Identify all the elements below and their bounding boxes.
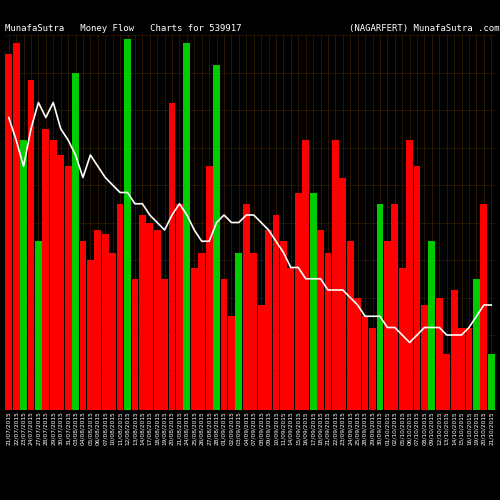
Bar — [451, 290, 458, 410]
Bar — [198, 252, 205, 410]
Bar — [116, 204, 123, 410]
Bar — [191, 268, 198, 410]
Bar — [272, 215, 280, 410]
Bar — [369, 328, 376, 410]
Bar — [421, 305, 428, 410]
Bar — [354, 298, 361, 410]
Bar — [184, 42, 190, 410]
Bar — [414, 166, 420, 410]
Bar — [302, 140, 309, 410]
Bar — [28, 80, 34, 410]
Text: MunafaSutra   Money Flow   Charts for 539917                    (NAGARFERT) Muna: MunafaSutra Money Flow Charts for 539917… — [5, 24, 500, 33]
Bar — [288, 268, 294, 410]
Bar — [213, 65, 220, 410]
Bar — [154, 230, 160, 410]
Bar — [146, 222, 153, 410]
Bar — [406, 140, 413, 410]
Bar — [58, 155, 64, 410]
Bar — [376, 204, 384, 410]
Bar — [280, 242, 287, 410]
Bar — [295, 192, 302, 410]
Bar — [250, 252, 257, 410]
Bar — [35, 242, 42, 410]
Bar — [392, 204, 398, 410]
Bar — [109, 252, 116, 410]
Bar — [488, 354, 494, 410]
Bar — [428, 242, 436, 410]
Bar — [347, 242, 354, 410]
Bar — [206, 166, 212, 410]
Bar — [473, 278, 480, 410]
Bar — [236, 252, 242, 410]
Bar — [243, 204, 250, 410]
Bar — [362, 316, 368, 410]
Bar — [332, 140, 339, 410]
Bar — [20, 140, 27, 410]
Bar — [436, 298, 442, 410]
Bar — [399, 268, 406, 410]
Bar — [310, 192, 316, 410]
Bar — [340, 178, 346, 410]
Bar — [139, 215, 146, 410]
Bar — [228, 316, 235, 410]
Bar — [6, 54, 12, 410]
Bar — [80, 242, 86, 410]
Bar — [102, 234, 108, 410]
Bar — [466, 328, 472, 410]
Bar — [124, 39, 131, 410]
Bar — [72, 72, 79, 410]
Bar — [87, 260, 94, 410]
Bar — [168, 102, 175, 410]
Bar — [12, 42, 20, 410]
Bar — [64, 166, 71, 410]
Bar — [317, 230, 324, 410]
Bar — [176, 204, 183, 410]
Bar — [50, 140, 56, 410]
Bar — [258, 305, 264, 410]
Bar — [132, 278, 138, 410]
Bar — [444, 354, 450, 410]
Bar — [458, 328, 465, 410]
Bar — [94, 230, 101, 410]
Bar — [324, 252, 332, 410]
Bar — [220, 278, 228, 410]
Bar — [384, 242, 391, 410]
Bar — [161, 278, 168, 410]
Bar — [480, 204, 488, 410]
Bar — [42, 128, 49, 410]
Bar — [265, 230, 272, 410]
